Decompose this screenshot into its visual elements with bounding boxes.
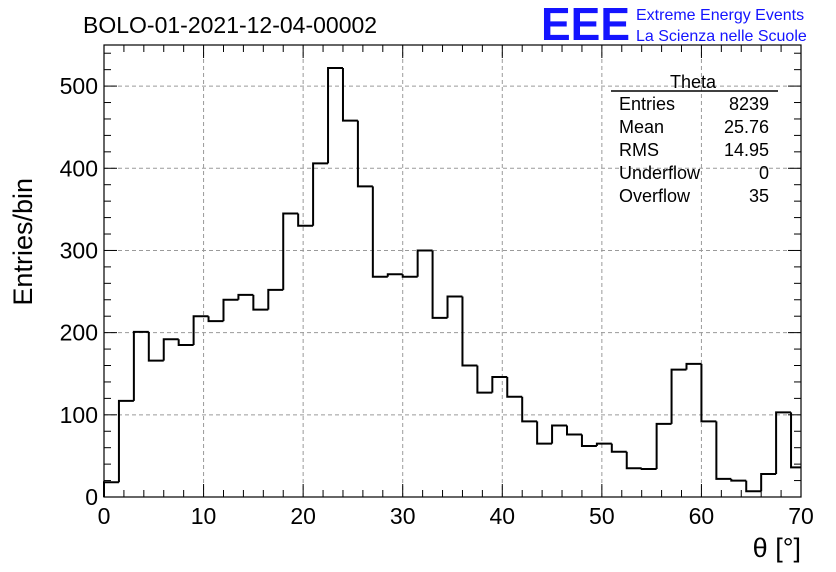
stats-box: Theta Entries 8239 Mean 25.76 RMS 14.95 Underf… [611, 72, 778, 206]
y-tick-label: 0 [85, 484, 98, 510]
histogram-bin [775, 411, 792, 474]
histogram-bin [446, 295, 463, 318]
histogram-bin [625, 451, 642, 470]
histogram-bin [580, 434, 597, 448]
histogram-bin [521, 396, 538, 423]
histogram-bin [177, 339, 194, 346]
x-tick-label: 30 [390, 503, 416, 529]
histogram-bin [192, 315, 209, 345]
x-tick-label: 10 [191, 503, 217, 529]
x-tick-label: 60 [689, 503, 715, 529]
histogram-bin [416, 249, 433, 277]
histogram-bin [297, 213, 314, 227]
histogram-bin [103, 481, 119, 497]
histogram-bin [356, 120, 373, 188]
histogram-bin [670, 368, 687, 424]
y-tick-label: 200 [60, 320, 98, 346]
histogram-bin [715, 421, 732, 480]
histogram-bin [282, 212, 299, 290]
histogram-bin [491, 376, 508, 393]
histogram-bin [401, 274, 418, 278]
histogram-bin [267, 288, 284, 310]
histogram-bin [312, 162, 329, 226]
histogram-bin [327, 67, 343, 164]
histogram-bin [476, 365, 493, 394]
x-tick-label: 0 [98, 503, 111, 529]
y-axis-label: Entries/bin [8, 178, 38, 306]
y-tick-label: 500 [60, 73, 98, 99]
eee-logo: EEE Extreme Energy Events La Scienza nel… [541, 0, 807, 50]
histogram-bin [610, 443, 627, 453]
histogram-bin [745, 480, 762, 493]
histogram-bin [431, 250, 448, 319]
histogram-bin [595, 442, 612, 447]
histogram-bin [341, 68, 358, 122]
axis-ticks [103, 45, 802, 498]
histogram-bin [506, 377, 523, 398]
histogram-bin [685, 362, 702, 370]
histogram-bin [461, 296, 478, 367]
logo-line-2: La Scienza nelle Scuole [636, 28, 807, 45]
y-tick-label: 400 [60, 155, 98, 181]
stats-row-label: Entries [619, 94, 675, 114]
stats-row-value: 0 [759, 163, 769, 183]
histogram-bin [536, 421, 553, 445]
stats-box-name: Theta [670, 72, 717, 92]
histogram-bin [640, 468, 657, 471]
x-tick-labels: 0 10 20 30 40 50 60 70 [98, 503, 814, 529]
histogram-bin [700, 363, 717, 423]
stats-row-value: 25.76 [724, 117, 769, 137]
histogram-series [104, 68, 801, 497]
logo-line-1: Extreme Energy Events [636, 7, 804, 24]
chart-title: BOLO-01-2021-12-04-00002 [83, 12, 377, 38]
grid-lines [104, 45, 801, 497]
histogram-bin [760, 472, 777, 492]
stats-row-value: 8239 [729, 94, 769, 114]
x-axis-label: θ [°] [753, 533, 801, 563]
logo-mark: EEE [541, 0, 630, 50]
x-tick-label: 40 [489, 503, 515, 529]
histogram-bin [252, 294, 269, 311]
histogram-bin [147, 331, 164, 362]
stats-row-label: RMS [619, 140, 659, 160]
histogram-bin [207, 316, 224, 323]
y-tick-labels: 0 100 200 300 400 500 [60, 73, 98, 510]
histogram-bin [162, 338, 179, 361]
y-tick-label: 100 [60, 402, 98, 428]
x-tick-label: 20 [290, 503, 316, 529]
stats-row-label: Underflow [619, 163, 701, 183]
stats-row-value: 14.95 [724, 140, 769, 160]
x-tick-label: 70 [788, 503, 814, 529]
histogram-bin [790, 412, 801, 469]
y-tick-label: 300 [60, 237, 98, 263]
histogram-bin [730, 478, 747, 482]
histogram-bin [371, 186, 388, 278]
stats-row-label: Mean [619, 117, 664, 137]
x-tick-label: 50 [589, 503, 615, 529]
histogram-bin [386, 273, 403, 277]
histogram-bin [117, 399, 134, 483]
histogram-bin [655, 422, 672, 470]
histogram-bin [222, 298, 239, 322]
plot-frame [103, 44, 802, 498]
stats-row-value: 35 [749, 186, 769, 206]
histogram-bin [132, 330, 149, 401]
histogram-bin [551, 424, 568, 444]
histogram-bin [237, 293, 254, 300]
histogram-bin [566, 425, 582, 436]
stats-row-label: Overflow [619, 186, 691, 206]
